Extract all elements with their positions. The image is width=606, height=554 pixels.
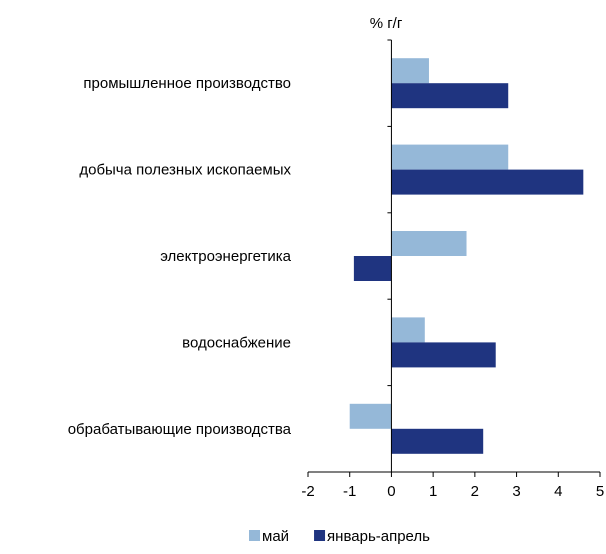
legend-label-0: май bbox=[262, 528, 289, 545]
x-tick-label-4: 2 bbox=[471, 483, 479, 500]
x-tick-label-6: 4 bbox=[554, 483, 562, 500]
x-tick-label-5: 3 bbox=[512, 483, 520, 500]
category-label-4: обрабатывающие производства bbox=[68, 421, 292, 438]
bar-may-0 bbox=[391, 58, 429, 84]
x-tick-label-0: -2 bbox=[301, 483, 314, 500]
unit-label: % г/г bbox=[370, 15, 403, 32]
bar-may-2 bbox=[391, 231, 467, 256]
category-label-2: электроэнергетика bbox=[160, 248, 291, 265]
category-label-3: водоснабжение bbox=[182, 334, 291, 351]
legend: май январь-апрель bbox=[249, 528, 430, 545]
x-tick-label-3: 1 bbox=[429, 483, 437, 500]
x-tick-label-1: -1 bbox=[343, 483, 356, 500]
x-tick-label-7: 5 bbox=[596, 483, 604, 500]
bar-jan-apr-2 bbox=[353, 256, 392, 281]
bar-may-3 bbox=[391, 317, 425, 343]
bar-jan-apr-0 bbox=[391, 83, 509, 109]
plot-area: промышленное производство добыча полезных… bbox=[68, 39, 604, 500]
bar-jan-apr-4 bbox=[391, 428, 484, 454]
legend-label-1: январь-апрель bbox=[327, 528, 430, 545]
bar-may-4 bbox=[349, 403, 392, 429]
bar-jan-apr-3 bbox=[391, 342, 496, 368]
legend-swatch-0 bbox=[249, 530, 260, 541]
bar-jan-apr-1 bbox=[391, 169, 584, 195]
bar-may-1 bbox=[391, 144, 509, 170]
category-label-0: промышленное производство bbox=[83, 75, 291, 92]
category-label-1: добыча полезных ископаемых bbox=[79, 162, 291, 179]
x-tick-label-2: 0 bbox=[387, 483, 395, 500]
legend-swatch-1 bbox=[314, 530, 326, 541]
